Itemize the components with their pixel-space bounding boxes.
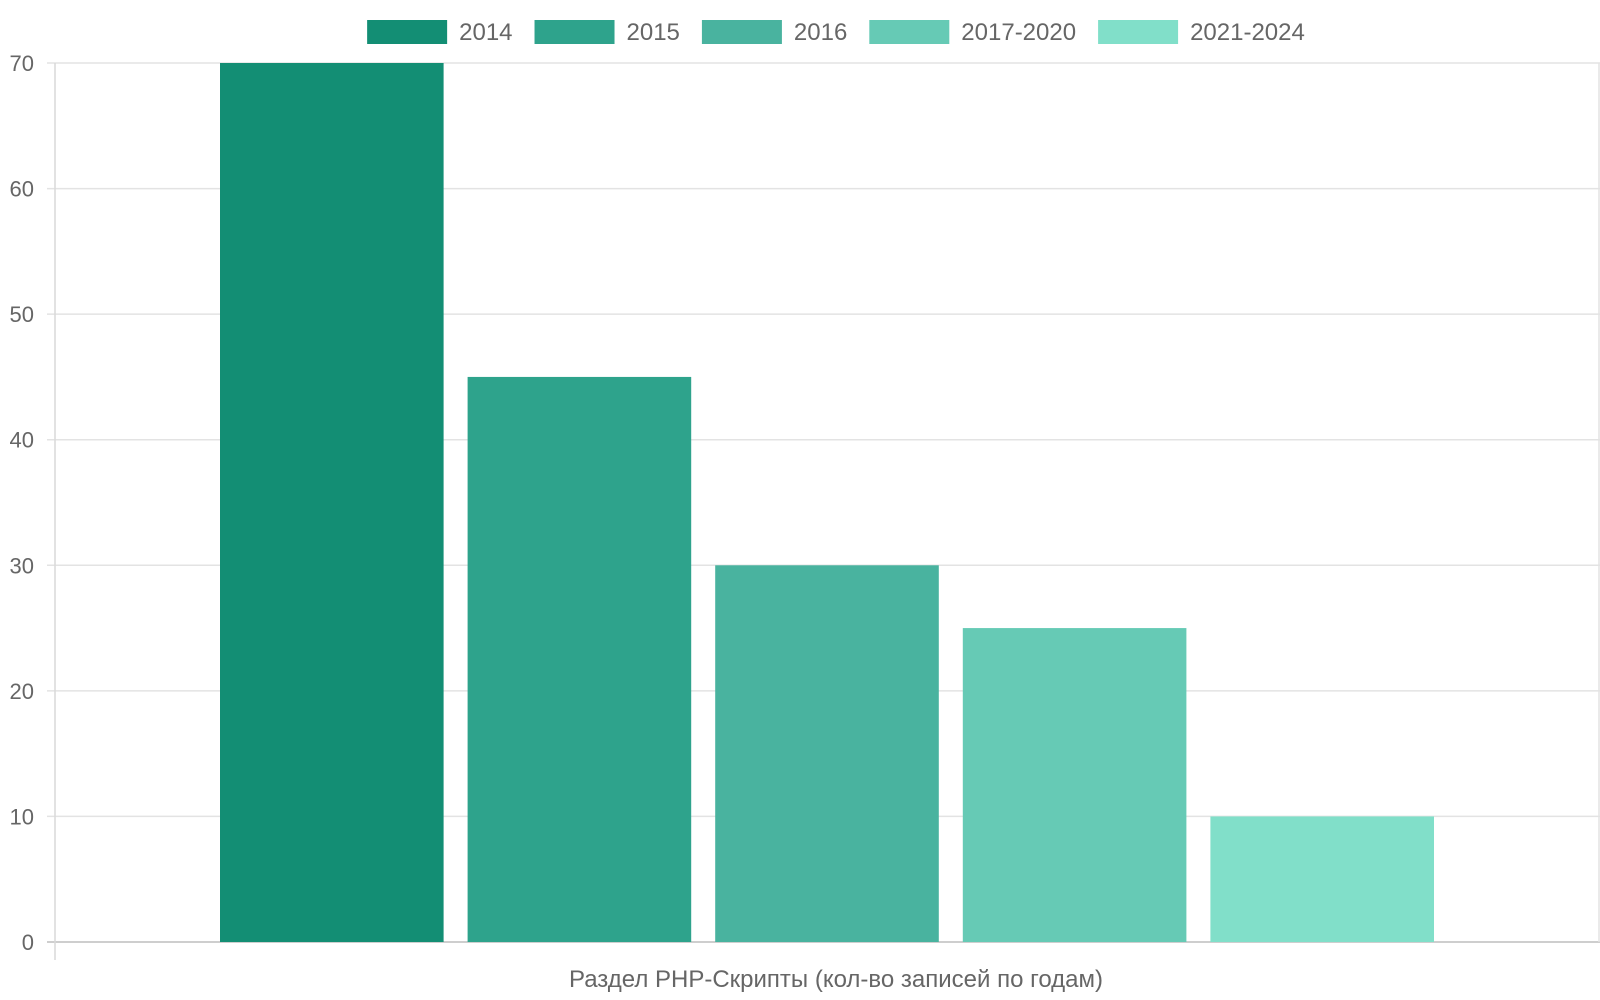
axes: 0 10 20 30 40 50 60 70 [10, 51, 1600, 960]
legend-item-2021-2024[interactable]: 2021-2024 [1098, 19, 1305, 46]
legend-label: 2016 [794, 19, 847, 46]
legend-swatch [534, 20, 615, 44]
legend-item-2014[interactable]: 2014 [367, 19, 513, 46]
y-tick-label: 50 [10, 302, 34, 327]
legend-swatch [1098, 20, 1179, 44]
legend-swatch [869, 20, 950, 44]
y-tick-label: 70 [10, 51, 34, 76]
legend-swatch [367, 20, 448, 44]
legend-swatch [701, 20, 782, 44]
legend-label: 2015 [627, 19, 680, 46]
y-tick-label: 0 [22, 930, 34, 955]
y-tick-label: 20 [10, 679, 34, 704]
bar-2014[interactable] [220, 63, 444, 942]
legend-label: 2021-2024 [1190, 19, 1305, 46]
legend[interactable]: 2014 2015 2016 2017-2020 2021-2024 [367, 19, 1305, 46]
y-tick-label: 30 [10, 553, 34, 578]
legend-label: 2017-2020 [961, 19, 1076, 46]
legend-item-2017-2020[interactable]: 2017-2020 [869, 19, 1076, 46]
bar-2015[interactable] [467, 376, 692, 942]
bars [220, 63, 1434, 942]
legend-item-2015[interactable]: 2015 [534, 19, 680, 46]
y-tick-label: 40 [10, 428, 34, 453]
bar-2016[interactable] [715, 565, 939, 942]
legend-item-2016[interactable]: 2016 [701, 19, 847, 46]
x-axis-label: Раздел PHP-Скрипты (кол-во записей по го… [569, 966, 1103, 993]
bar-2017-2020[interactable] [962, 628, 1187, 942]
y-tick-label: 10 [10, 804, 34, 829]
bar-2021-2024[interactable] [1210, 816, 1434, 942]
legend-label: 2014 [459, 19, 512, 46]
y-tick-label: 60 [10, 177, 34, 202]
